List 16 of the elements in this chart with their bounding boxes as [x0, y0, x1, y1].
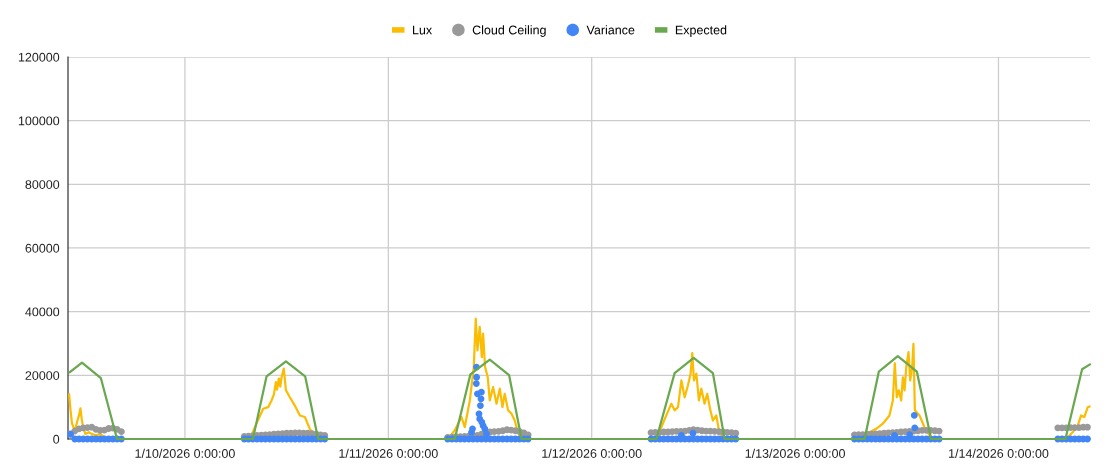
legend-label: Expected: [675, 25, 727, 37]
x-tick-label: 1/13/2026 0:00:00: [745, 448, 845, 458]
y-tick-label: 20000: [25, 371, 60, 380]
legend-label: Variance: [586, 25, 635, 35]
y-tick-label: 100000: [18, 116, 60, 126]
y-tick-label: 0: [53, 434, 60, 444]
x-tick-label: 1/14/2026 0:00:00: [949, 448, 1049, 458]
y-tick-label: 60000: [25, 243, 60, 253]
legend-label: Cloud Ceiling: [472, 25, 546, 37]
y-tick-label: 120000: [18, 52, 60, 62]
x-tick-label: 1/11/2026 0:00:00: [339, 448, 438, 458]
y-tick-label: 40000: [25, 307, 60, 317]
y-tick-label: 80000: [25, 180, 60, 189]
x-tick-label: 1/10/2026 0:00:00: [135, 448, 235, 458]
legend-label: Lux: [413, 25, 433, 35]
x-tick-label: 1/12/2026 0:00:00: [542, 448, 642, 458]
